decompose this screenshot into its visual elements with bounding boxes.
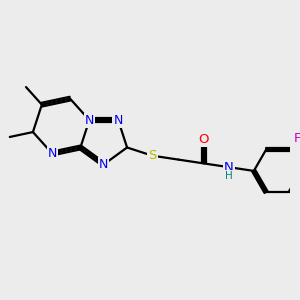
Text: N: N — [224, 160, 234, 174]
Text: N: N — [113, 114, 123, 127]
Text: S: S — [148, 149, 157, 162]
Text: O: O — [198, 133, 209, 146]
Text: N: N — [85, 114, 94, 127]
Text: N: N — [47, 147, 57, 160]
Text: N: N — [99, 158, 108, 171]
Text: H: H — [225, 171, 232, 181]
Text: F: F — [293, 132, 300, 145]
